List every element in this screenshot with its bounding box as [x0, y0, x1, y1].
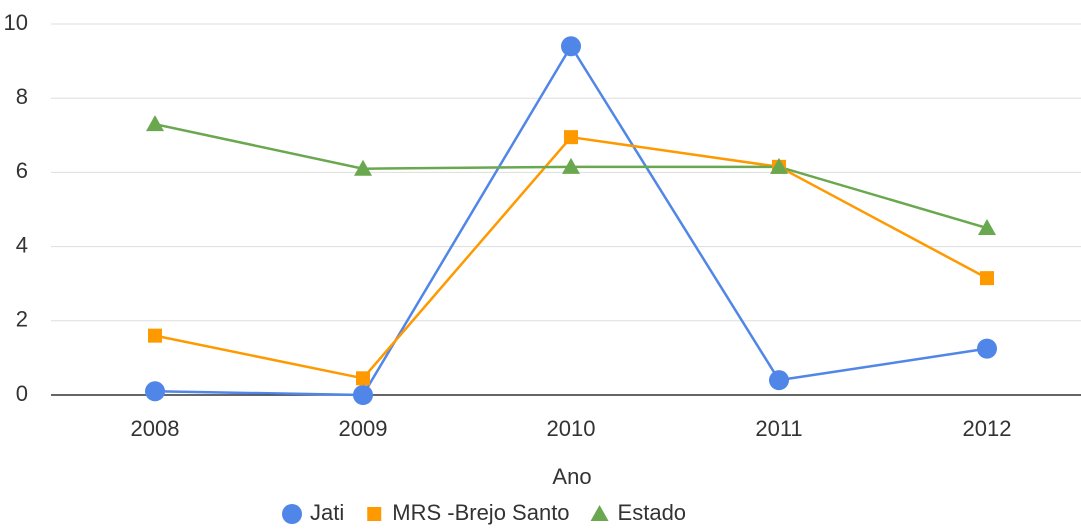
x-axis-label: Ano [552, 464, 591, 489]
x-tick-label: 2010 [547, 416, 596, 441]
point [770, 157, 788, 174]
legend-marker [282, 504, 302, 524]
y-tick-label: 8 [16, 84, 28, 109]
point [148, 328, 162, 343]
y-tick-label: 2 [16, 307, 28, 332]
point [978, 219, 996, 236]
point [353, 385, 373, 405]
point [980, 271, 994, 286]
x-tick-label: 2011 [755, 416, 802, 441]
legend-marker [590, 505, 609, 521]
y-tick-label: 10 [4, 10, 28, 35]
point [769, 370, 789, 391]
point [564, 130, 578, 145]
x-tick-label: 2012 [963, 416, 1012, 441]
x-tick-label: 2009 [339, 416, 388, 441]
legend-label: MRS -Brejo Santo [392, 500, 569, 525]
y-tick-label: 6 [16, 158, 28, 183]
point [145, 381, 165, 402]
point [562, 157, 580, 174]
point [977, 338, 997, 359]
point [354, 159, 372, 176]
point [561, 36, 581, 57]
y-tick-label: 0 [16, 381, 28, 406]
point [146, 115, 164, 132]
legend-label: Jati [310, 500, 344, 525]
x-tick-label: 2008 [131, 416, 180, 441]
legend-label: Estado [618, 500, 687, 525]
y-tick-label: 4 [16, 232, 28, 257]
legend-marker [367, 507, 382, 521]
point [356, 371, 370, 386]
